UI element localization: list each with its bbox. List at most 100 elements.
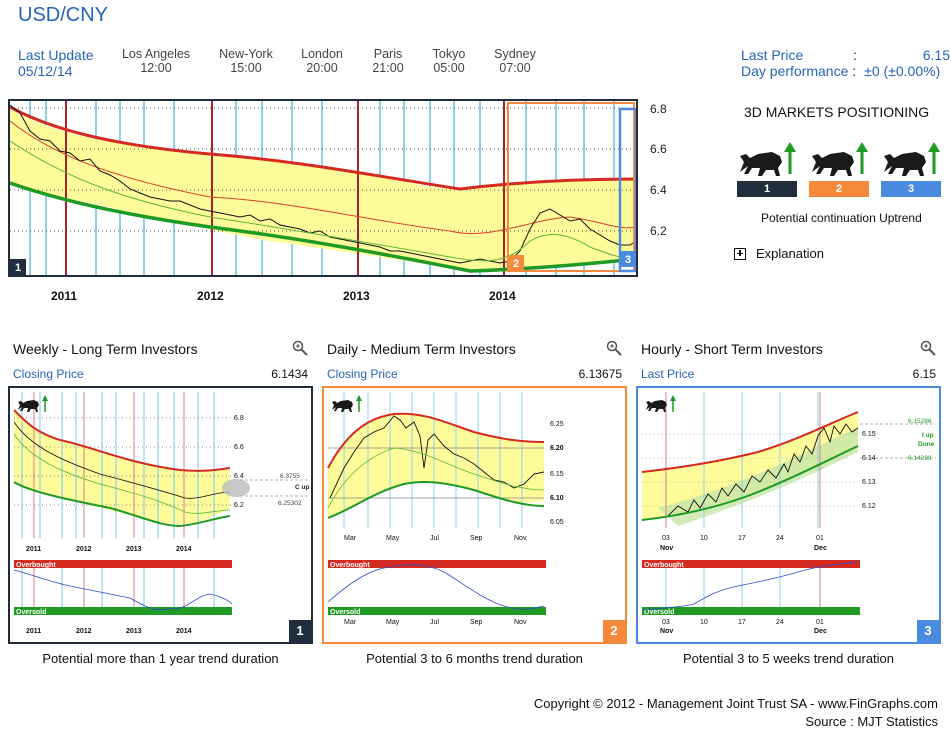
hourly-x-sub: Nov [660,628,673,635]
panel-footer: Potential 3 to 6 months trend duration [366,651,583,666]
hourly-side-label: I up [922,432,934,439]
daily-y-tick: 6.25 [550,421,564,428]
panel-footer: Potential more than 1 year trend duratio… [42,651,279,666]
city-name: Los Angeles [121,47,191,61]
explanation-toggle[interactable]: Explanation [734,246,824,261]
main-chart[interactable]: 1 2 3 [8,99,638,277]
separator: : [852,63,857,79]
hourly-y-tick: 6.13 [862,479,876,486]
hourly-chart-svg: 6.15286 I up Done 6.14288 6.15 6.14 6.13… [641,392,936,635]
panel-hourly[interactable]: 6.15286 I up Done 6.14288 6.15 6.14 6.13… [636,386,941,644]
closing-price-value: 6.13675 [578,367,622,381]
oversold-label: Oversold [330,609,360,616]
panel-weekly[interactable]: 6.3755 C up 6.25302 6.8 6.6 6.4 6.2 2011… [8,386,313,644]
page-title: USD/CNY [18,4,109,26]
panel-badge: 1 [289,620,311,642]
city-time: 05:00 [433,61,465,75]
source: Source : MJT Statistics [805,714,938,729]
x-tick-year: 2012 [197,289,224,303]
main-chart-svg: 1 2 3 [10,101,636,275]
positioning-status: Potential continuation Uptrend [761,211,922,225]
quote-box: Last Price : 6.15 Day performance : ±0 (… [741,47,950,79]
day-performance-value: ±0 (±0.00%) [864,63,941,79]
city-time: 07:00 [499,61,531,75]
city-clock: Sydney 07:00 [475,47,555,75]
overbought-label: Overbought [330,562,370,569]
hourly-x-sub: Dec [814,628,827,635]
positioning-title: 3D MARKETS POSITIONING [744,104,930,120]
overbought-label: Overbought [644,562,684,569]
hourly-x-tick: 01 [816,535,824,542]
hourly-side-label: Done [918,441,935,448]
last-price-label: Last Price [741,47,804,63]
hourly-x-tick: 03 [662,619,670,626]
city-clock: London 20:00 [282,47,362,75]
panel-footer: Potential 3 to 5 weeks trend duration [682,651,895,666]
panel-heading-weekly: Weekly - Long Term Investors [13,341,198,357]
explanation-label: Explanation [756,246,824,261]
hourly-x-tick: 01 [816,619,824,626]
daily-x-tick: Sep [470,619,483,626]
daily-y-tick: 6.10 [550,495,564,502]
zoom-icon[interactable] [920,340,936,356]
oversold-label: Oversold [644,609,674,616]
panel-badge: 2 [603,620,625,642]
weekly-side-label: C up [295,484,309,491]
hourly-x-tick: 17 [738,535,746,542]
daily-x-tick: Jul [430,619,439,626]
weekly-side-label: 6.25302 [278,500,302,507]
day-performance-label: Day performance [741,63,849,79]
weekly-side-label: 6.3755 [280,473,300,480]
daily-y-tick: 6.15 [550,471,564,478]
separator: : [853,47,857,63]
daily-x-tick: Sep [470,535,483,542]
hourly-x-tick: 10 [700,619,708,626]
hourly-x-sub: Dec [814,545,827,552]
zone-1-badge [10,259,26,275]
weekly-x-tick: 2013 [126,546,142,553]
hourly-x-tick: 17 [738,619,746,626]
expand-icon[interactable] [734,247,746,260]
city-time: 12:00 [140,61,172,75]
closing-price-label: Closing Price [327,367,398,381]
weekly-chart-svg: 6.3755 C up 6.25302 6.8 6.6 6.4 6.2 2011… [13,392,309,635]
daily-x-tick: May [386,619,400,626]
zone-2-label: 2 [513,258,519,270]
oversold-label: Oversold [16,609,46,616]
city-clock: Los Angeles 12:00 [116,47,196,75]
city-name: New-York [219,47,273,61]
city-name: Paris [373,47,403,61]
zone-3-badge [620,251,636,267]
x-tick-year: 2014 [489,289,516,303]
city-time: 21:00 [372,61,404,75]
hourly-x-tick: 03 [662,535,670,542]
panel-daily[interactable]: 6.25 6.20 6.15 6.10 6.05 Mar May Jul Sep… [322,386,627,644]
closing-price-label: Closing Price [13,367,84,381]
positioning-badge-2: 2 [809,181,869,197]
y-tick: 6.6 [650,142,667,156]
hourly-y-tick: 6.14 [862,455,876,462]
panel-badge: 3 [917,620,939,642]
zoom-icon[interactable] [292,340,308,356]
last-update: Last Update 05/12/14 [18,47,94,79]
panel-heading-daily: Daily - Medium Term Investors [327,341,516,357]
daily-x-tick: Nov [514,619,527,626]
daily-y-tick: 6.20 [550,445,564,452]
positioning-badge-3: 3 [881,181,941,197]
weekly-x-tick: 2012 [76,546,92,553]
weekly-y-tick: 6.6 [234,444,244,451]
zoom-icon[interactable] [606,340,622,356]
daily-x-tick: Mar [344,619,357,626]
daily-chart-svg: 6.25 6.20 6.15 6.10 6.05 Mar May Jul Sep… [327,392,564,626]
weekly-x-tick: 2011 [26,546,41,553]
city-clock: New-York 15:00 [206,47,286,75]
weekly-x-tick: 2014 [176,546,192,553]
hourly-y-tick: 6.12 [862,503,876,510]
closing-price-value: 6.1434 [271,367,308,381]
hourly-x-tick: 24 [776,619,784,626]
weekly-y-tick: 6.4 [234,473,244,480]
daily-x-tick: Mar [344,535,357,542]
daily-x-tick: Nov [514,535,527,542]
last-price-label: Last Price [641,367,695,381]
last-update-label: Last Update [18,47,94,63]
